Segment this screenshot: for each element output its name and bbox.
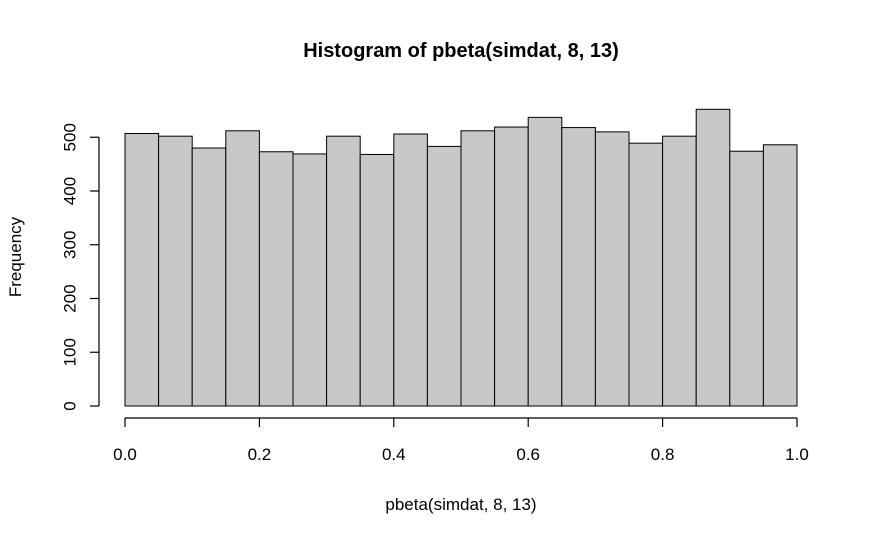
histogram-bar	[729, 150, 764, 407]
chart-title: Histogram of pbeta(simdat, 8, 13)	[303, 40, 619, 62]
histogram-bar	[561, 127, 596, 407]
x-tick-label: 0.6	[516, 445, 540, 464]
histogram-bar	[191, 147, 227, 407]
x-axis: 0.0 0.2 0.4 0.6 0.8 1.0	[113, 417, 809, 464]
histogram-bar	[158, 135, 193, 407]
histogram-bar	[393, 133, 428, 407]
histogram-bar	[426, 145, 462, 407]
histogram-bar	[594, 131, 630, 407]
histogram-bar	[292, 153, 328, 407]
histogram-bar	[225, 130, 260, 407]
histogram-bar	[628, 142, 664, 407]
histogram-bar	[762, 144, 798, 407]
histogram-bar	[494, 126, 529, 407]
histogram-bar	[326, 135, 361, 407]
x-tick-label: 0.8	[651, 445, 675, 464]
y-tick-label: 300	[61, 231, 80, 259]
bars-group	[124, 108, 798, 407]
histogram-bar	[662, 135, 697, 407]
y-tick-label: 500	[61, 123, 80, 151]
histogram-bar	[359, 153, 395, 407]
y-axis: 0 100 200 300 400 500	[61, 123, 100, 411]
x-axis-label: pbeta(simdat, 8, 13)	[385, 495, 536, 514]
histogram-bar	[258, 151, 294, 407]
x-tick-label: 0.2	[248, 445, 272, 464]
histogram-bar	[124, 132, 160, 407]
y-tick-label: 100	[61, 338, 80, 366]
y-tick-label: 400	[61, 177, 80, 205]
histogram-bar	[527, 116, 563, 407]
x-tick-label: 0.0	[113, 445, 137, 464]
y-tick-label: 0	[61, 401, 80, 410]
histogram-bar	[695, 108, 731, 407]
x-tick-label: 0.4	[382, 445, 406, 464]
histogram-bar	[460, 130, 496, 407]
y-axis-label: Frequency	[6, 216, 25, 297]
y-tick-label: 200	[61, 284, 80, 312]
x-tick-label: 1.0	[785, 445, 809, 464]
